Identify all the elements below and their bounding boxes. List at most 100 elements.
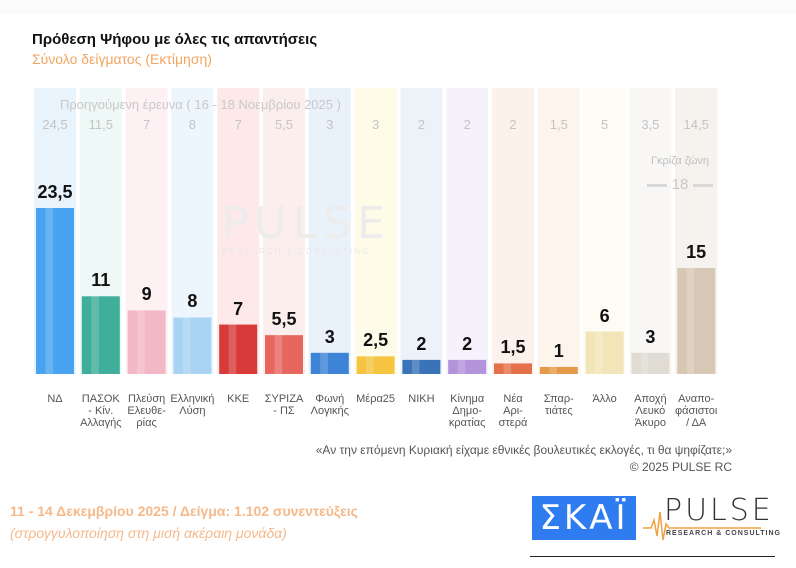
category-label: ΣΥΡΙΖΑ - ΠΣ xyxy=(264,393,304,417)
previous-value-label: 1,5 xyxy=(549,117,568,132)
gray-zone-dash-left xyxy=(646,183,667,187)
bar-sheen xyxy=(45,208,54,374)
category-label: Άλλο xyxy=(592,393,617,405)
column-background xyxy=(537,88,580,374)
bar-11 xyxy=(539,366,578,374)
watermark-tagline: RESEARCH & CONSULTING xyxy=(222,247,371,256)
value-label: 2 xyxy=(416,333,427,354)
value-label: 6 xyxy=(599,305,610,326)
column-background xyxy=(492,88,534,374)
pulse-logo-tagline: RESEARCH & CONSULTING xyxy=(666,530,781,537)
bar-1 xyxy=(81,296,120,374)
rounding-note: (στρογγυλοποίηση στη μισή ακέραιη μονάδα… xyxy=(10,525,287,541)
gray-zone-number: 18 xyxy=(671,176,689,193)
bar-sheen xyxy=(274,335,283,374)
bar-4 xyxy=(219,324,258,374)
bar-sheen xyxy=(366,356,374,374)
bar-6 xyxy=(310,352,349,374)
column-background xyxy=(446,88,489,374)
footer-rule xyxy=(530,556,775,557)
column-background xyxy=(629,88,672,374)
column-background xyxy=(263,88,305,374)
column-background xyxy=(354,88,397,374)
previous-value-label: 11,5 xyxy=(88,117,113,132)
category-label: ΝΙΚΗ xyxy=(408,393,435,405)
column-background xyxy=(583,88,626,374)
category-label: ΚΚΕ xyxy=(227,393,250,405)
bar-sheen xyxy=(457,359,466,374)
previous-value-label: 3 xyxy=(326,117,334,132)
bar-sheen xyxy=(595,331,603,374)
bar-0 xyxy=(36,208,74,374)
category-label: ΠΑΣΟΚ - Κίν. Αλλαγής xyxy=(80,393,122,429)
bar-sheen xyxy=(503,363,512,374)
value-label: 7 xyxy=(233,298,244,319)
value-label: 2,5 xyxy=(363,330,389,351)
category-label: Μέρα25 xyxy=(356,393,396,405)
bar-sheen xyxy=(549,366,557,374)
bar-14 xyxy=(677,268,716,374)
previous-value-label: 14,5 xyxy=(683,117,709,132)
category-label: Νέα Αρι- στερά xyxy=(498,393,528,429)
previous-value-label: 7 xyxy=(234,117,242,132)
value-label: 3 xyxy=(645,326,656,347)
value-label: 2 xyxy=(462,333,473,354)
category-label: Αποχή Λευκό Άκυρο xyxy=(634,393,667,429)
previous-value-label: 2 xyxy=(509,117,517,132)
column-background xyxy=(308,88,351,374)
previous-value-label: 5,5 xyxy=(274,117,294,132)
bar-2 xyxy=(127,310,166,374)
gray-zone-value: 18 xyxy=(640,176,720,193)
category-label: Κίνημα Δημο- κρατίας xyxy=(448,393,486,429)
category-label: ΝΔ xyxy=(47,393,63,405)
bar-sheen xyxy=(228,324,237,374)
bar-sheen xyxy=(411,359,420,374)
watermark-pulse: PULSE xyxy=(222,198,391,249)
pulse-logo-text: PULSE xyxy=(664,493,774,528)
previous-value-label: 2 xyxy=(417,117,425,132)
copyright: © 2025 PULSE RC xyxy=(629,460,732,474)
bar-13 xyxy=(631,352,670,374)
category-label: Πλεύση Ελευθε- ρίας xyxy=(127,393,166,429)
category-label: Σπαρ- τιάτες xyxy=(543,393,574,417)
value-label: 1 xyxy=(553,340,564,361)
column-background xyxy=(400,88,443,374)
previous-value-label: 5 xyxy=(600,117,609,132)
bar-3 xyxy=(173,317,212,374)
previous-value-label: 24,5 xyxy=(42,117,68,132)
previous-value-label: 3,5 xyxy=(641,117,660,132)
value-label: 11 xyxy=(91,270,111,291)
value-label: 8 xyxy=(187,291,198,312)
chart-title: Πρόθεση Ψήφου με όλες τις απαντήσεις xyxy=(32,31,318,48)
value-label: 1,5 xyxy=(500,337,526,358)
top-band xyxy=(0,0,796,14)
skai-logo: ΣΚΑΪ xyxy=(532,496,636,540)
previous-value-label: 7 xyxy=(142,117,151,132)
bar-5 xyxy=(265,335,303,374)
survey-dates-sample: 11 - 14 Δεκεμβρίου 2025 / Δείγμα: 1.102 … xyxy=(10,503,358,519)
survey-question: «Αν την επόμενη Κυριακή είχαμε εθνικές β… xyxy=(315,443,732,457)
bar-sheen xyxy=(137,310,145,374)
bar-sheen xyxy=(686,268,695,374)
category-label: Φωνή Λογικής xyxy=(310,393,349,417)
gray-zone-label: Γκρίζα ζώνη xyxy=(650,155,710,167)
value-label: 23,5 xyxy=(37,182,73,202)
pulse-heartbeat-icon xyxy=(643,511,761,541)
value-label: 3 xyxy=(324,326,335,347)
previous-value-label: 8 xyxy=(188,117,196,132)
chart-subtitle: Σύνολο δείγματος (Εκτίμηση) xyxy=(32,51,212,67)
bar-sheen xyxy=(182,317,191,374)
previous-value-label: 2 xyxy=(463,117,471,132)
bar-7 xyxy=(356,356,395,374)
category-label: Ελληνική Λύση xyxy=(170,393,215,417)
bar-12 xyxy=(585,331,624,374)
bar-sheen xyxy=(640,352,649,374)
previous-value-label: 3 xyxy=(371,117,380,132)
bar-sheen xyxy=(320,352,328,374)
category-label: Αναπο- φάσιστοι / ΔΑ xyxy=(675,393,718,429)
bar-sheen xyxy=(91,296,99,374)
bar-8 xyxy=(402,359,441,374)
value-label: 9 xyxy=(141,284,152,305)
previous-survey-label: Προηγούμενη έρευνα ( 16 - 18 Νοεμβρίου 2… xyxy=(60,97,341,112)
